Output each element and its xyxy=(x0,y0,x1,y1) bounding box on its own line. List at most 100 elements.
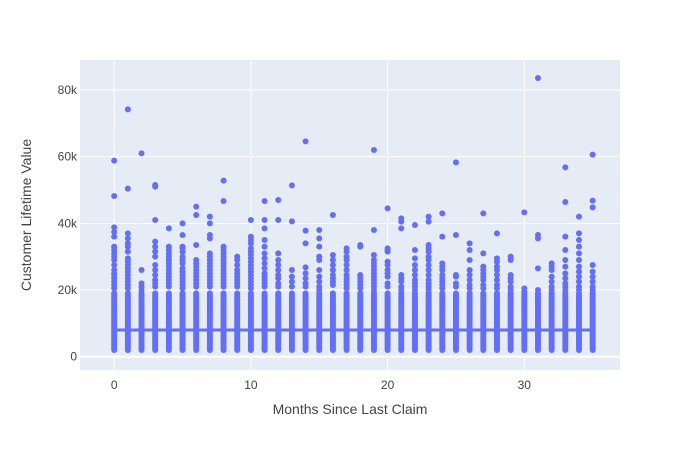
data-point xyxy=(466,267,473,273)
data-point xyxy=(329,282,336,288)
data-point xyxy=(316,267,323,273)
y-axis-title: Customer Lifetime Value xyxy=(18,139,34,291)
data-point xyxy=(452,290,459,297)
data-point xyxy=(493,267,500,273)
data-point xyxy=(425,248,432,255)
data-point xyxy=(507,287,514,293)
x-tick-label: 20 xyxy=(381,378,395,392)
data-point xyxy=(179,285,186,292)
data-point xyxy=(493,290,500,297)
data-point xyxy=(316,287,323,293)
data-point xyxy=(575,250,582,257)
data-point xyxy=(480,210,487,217)
data-point xyxy=(124,185,131,192)
data-point xyxy=(534,287,541,293)
data-point xyxy=(466,272,473,278)
data-point xyxy=(247,240,254,247)
data-point xyxy=(261,217,268,223)
data-point xyxy=(425,267,432,273)
y-tick-label: 60k xyxy=(58,150,78,164)
data-point xyxy=(261,255,268,262)
data-point xyxy=(370,147,377,153)
data-point xyxy=(261,250,268,257)
data-point xyxy=(111,257,118,263)
data-point xyxy=(521,288,528,295)
data-point xyxy=(589,262,596,268)
data-point xyxy=(548,287,555,293)
data-point xyxy=(452,159,459,166)
x-tick-label: 10 xyxy=(244,378,258,392)
data-point xyxy=(275,250,282,257)
data-point xyxy=(329,262,336,268)
data-point xyxy=(329,267,336,273)
data-point xyxy=(302,290,309,297)
data-point xyxy=(288,278,295,285)
data-point xyxy=(316,278,323,285)
data-point xyxy=(152,253,159,260)
data-point xyxy=(411,262,418,268)
data-point xyxy=(534,235,541,242)
data-point xyxy=(548,273,555,280)
data-point xyxy=(575,287,582,293)
y-tick-label: 80k xyxy=(58,83,78,97)
gridlines xyxy=(80,60,620,370)
data-point xyxy=(275,275,282,282)
data-point xyxy=(234,283,241,290)
data-point xyxy=(357,290,364,297)
data-point xyxy=(343,257,350,263)
data-point xyxy=(548,267,555,273)
data-point xyxy=(111,193,118,199)
data-point xyxy=(575,230,582,237)
data-point xyxy=(425,262,432,268)
data-point xyxy=(124,230,131,237)
data-point xyxy=(206,213,213,220)
data-point xyxy=(179,220,186,227)
data-point xyxy=(398,278,405,285)
data-point xyxy=(384,248,391,255)
data-point xyxy=(548,278,555,285)
data-point xyxy=(398,225,405,232)
data-point xyxy=(111,224,118,231)
data-point xyxy=(411,222,418,228)
data-point xyxy=(316,243,323,250)
data-point xyxy=(206,220,213,227)
data-point xyxy=(247,290,254,297)
data-point xyxy=(493,272,500,278)
data-point xyxy=(562,270,569,277)
data-point xyxy=(343,290,350,297)
data-point xyxy=(493,277,500,283)
x-axis-ticks: 0 10 20 30 xyxy=(111,378,531,392)
data-point xyxy=(288,290,295,297)
data-point xyxy=(411,267,418,273)
data-point xyxy=(466,257,473,263)
data-point xyxy=(111,285,118,292)
data-point xyxy=(534,75,541,81)
data-point xyxy=(111,233,118,240)
data-point xyxy=(398,218,405,225)
data-point xyxy=(206,290,213,297)
data-point xyxy=(220,177,227,184)
data-point xyxy=(562,263,569,270)
data-point xyxy=(439,290,446,297)
data-point xyxy=(575,273,582,280)
data-point xyxy=(398,287,405,293)
data-point xyxy=(534,265,541,272)
data-point xyxy=(111,262,118,268)
data-point xyxy=(302,138,309,145)
data-point xyxy=(370,252,377,258)
data-point xyxy=(452,273,459,280)
data-point xyxy=(370,287,377,293)
data-point xyxy=(480,285,487,292)
data-point xyxy=(152,183,159,190)
data-point xyxy=(261,198,268,204)
data-point xyxy=(220,290,227,297)
data-point xyxy=(111,229,118,235)
data-point xyxy=(261,260,268,267)
data-point xyxy=(562,257,569,263)
data-point xyxy=(493,285,500,292)
data-point xyxy=(562,164,569,171)
data-point xyxy=(275,290,282,297)
data-point xyxy=(425,272,432,278)
data-point xyxy=(357,285,364,292)
data-point xyxy=(466,290,473,297)
